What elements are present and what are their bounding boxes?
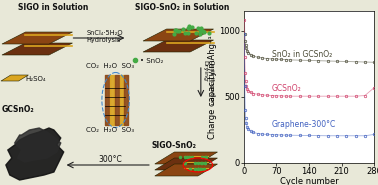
Polygon shape xyxy=(155,158,217,170)
Polygon shape xyxy=(143,40,214,52)
Polygon shape xyxy=(155,152,217,164)
Text: Hydrolysis: Hydrolysis xyxy=(86,37,121,43)
Text: SIGO in Solution: SIGO in Solution xyxy=(18,3,88,12)
Text: H₂SO₄: H₂SO₄ xyxy=(25,76,46,82)
Text: SnCl₄·5H₂O: SnCl₄·5H₂O xyxy=(86,30,123,36)
Text: Centrifugation
Drying: Centrifugation Drying xyxy=(203,60,214,106)
Polygon shape xyxy=(2,32,73,44)
Text: CO₂  H₂O  SO₃: CO₂ H₂O SO₃ xyxy=(86,63,134,69)
Text: GCSnO₂: GCSnO₂ xyxy=(272,84,302,93)
Polygon shape xyxy=(15,128,61,162)
Text: SIGO-SnO₂ in Solution: SIGO-SnO₂ in Solution xyxy=(135,3,229,12)
Text: SIGO-SnO₂: SIGO-SnO₂ xyxy=(152,141,197,150)
Polygon shape xyxy=(2,43,73,55)
Text: 300°C: 300°C xyxy=(98,155,122,164)
Text: CO₂  H₂O  SO₃: CO₂ H₂O SO₃ xyxy=(86,127,134,133)
Polygon shape xyxy=(6,128,64,180)
Y-axis label: Charge capacity/mAhg⁻¹: Charge capacity/mAhg⁻¹ xyxy=(208,35,217,139)
Text: SnO₂ in GCSnO₂: SnO₂ in GCSnO₂ xyxy=(272,50,332,59)
X-axis label: Cycle number: Cycle number xyxy=(280,177,338,185)
Text: • SnO₂: • SnO₂ xyxy=(140,58,163,64)
Polygon shape xyxy=(1,75,28,81)
Polygon shape xyxy=(155,164,217,176)
Text: Graphene-300°C: Graphene-300°C xyxy=(272,120,336,129)
Text: GCSnO₂: GCSnO₂ xyxy=(2,105,35,114)
Polygon shape xyxy=(143,29,214,41)
